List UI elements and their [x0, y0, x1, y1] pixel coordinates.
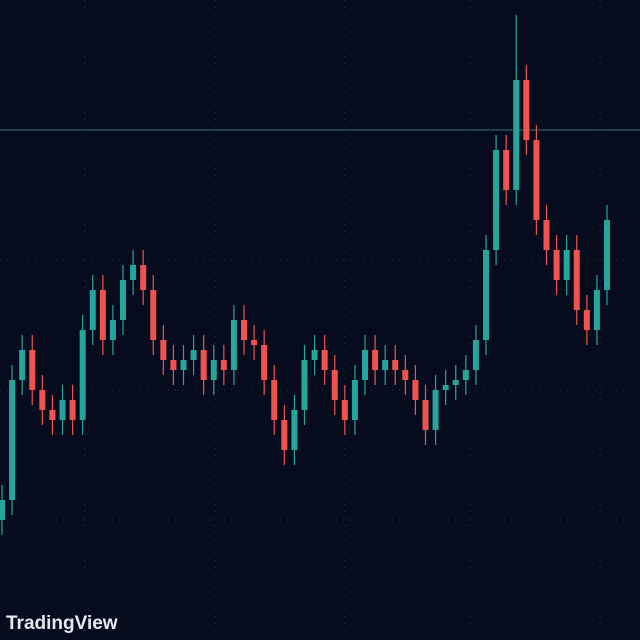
- candle-body: [442, 385, 449, 390]
- candle-body: [452, 380, 459, 385]
- candle-body: [483, 250, 489, 340]
- candle-body: [160, 340, 167, 360]
- candle-body: [412, 380, 419, 400]
- candle-body: [503, 150, 510, 190]
- candle-body: [543, 220, 550, 250]
- watermark: TradingView: [6, 613, 118, 634]
- candle-body: [230, 320, 237, 370]
- candle-body: [261, 345, 268, 380]
- candle-body: [180, 360, 187, 370]
- candle-body: [422, 400, 429, 430]
- candles: [0, 15, 640, 535]
- candle-body: [351, 380, 358, 420]
- candle-body: [59, 400, 66, 420]
- candle-body: [120, 280, 126, 320]
- candle-body: [150, 290, 157, 340]
- candle-body: [432, 390, 439, 430]
- candle-body: [109, 320, 116, 340]
- candle-body: [331, 370, 338, 400]
- candle-body: [462, 370, 469, 380]
- candle-body: [281, 420, 288, 450]
- candle-body: [241, 320, 247, 340]
- candle-body: [39, 390, 46, 410]
- candle-body: [0, 500, 5, 520]
- candle-body: [99, 290, 106, 340]
- candle-body: [583, 310, 590, 330]
- candle-body: [472, 340, 479, 370]
- candle-body: [563, 250, 570, 280]
- candle-body: [593, 290, 600, 330]
- candle-body: [291, 410, 298, 450]
- candle-body: [271, 380, 278, 420]
- candle-body: [220, 360, 227, 370]
- candle-body: [573, 250, 580, 310]
- candle-body: [29, 350, 36, 390]
- candle-body: [79, 330, 86, 420]
- candle-body: [69, 400, 76, 420]
- candle-body: [493, 150, 500, 250]
- candle-body: [9, 380, 16, 500]
- candle-body: [382, 360, 389, 370]
- candle-body: [251, 340, 258, 345]
- candle-body: [301, 360, 308, 410]
- candle-body: [190, 350, 197, 360]
- candle-body: [311, 350, 318, 360]
- candle-body: [533, 140, 540, 220]
- candle-body: [140, 265, 147, 290]
- candle-body: [392, 360, 399, 370]
- candle-body: [362, 350, 368, 380]
- candle-body: [170, 360, 177, 370]
- candle-body: [513, 80, 520, 190]
- candle-body: [402, 370, 409, 380]
- candle-body: [130, 265, 137, 280]
- candle-body: [553, 250, 560, 280]
- candle-body: [604, 220, 610, 290]
- candle-body: [321, 350, 328, 370]
- candle-body: [372, 350, 379, 370]
- candle-body: [49, 410, 56, 420]
- candle-body: [523, 80, 530, 140]
- candle-body: [341, 400, 348, 420]
- candle-body: [210, 360, 217, 380]
- candle-body: [19, 350, 26, 380]
- candle-body: [89, 290, 96, 330]
- candle-body: [200, 350, 207, 380]
